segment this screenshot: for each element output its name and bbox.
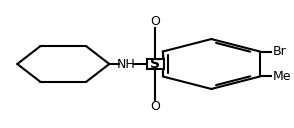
Text: NH: NH <box>117 57 136 71</box>
Text: S: S <box>150 57 160 71</box>
Text: Me: Me <box>272 70 291 83</box>
FancyBboxPatch shape <box>147 59 164 69</box>
Text: O: O <box>150 15 160 28</box>
Text: Br: Br <box>272 45 286 58</box>
Text: O: O <box>150 100 160 113</box>
